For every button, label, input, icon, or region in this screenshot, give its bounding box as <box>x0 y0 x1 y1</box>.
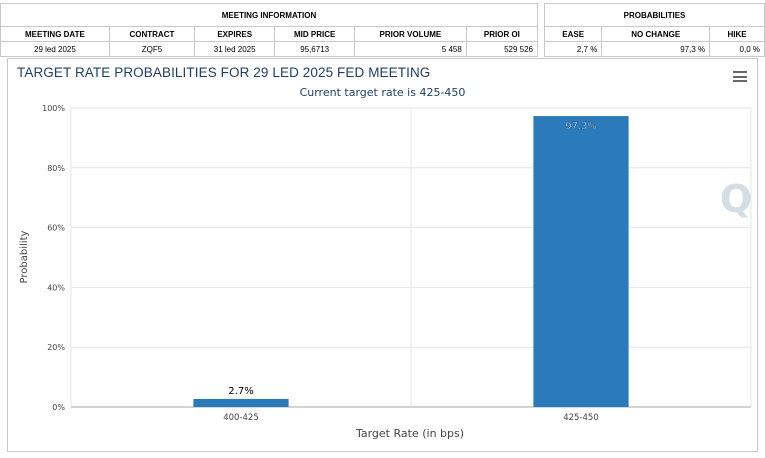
meeting-date-value: 29 led 2025 <box>0 41 110 57</box>
prior-volume-value: 5 458 <box>353 41 467 57</box>
x-tick-label: 400-425 <box>223 413 259 423</box>
bar-chart: 0% 20% 40% 60% 80% 100% 400-425 2.7% 425-450 97.3… <box>19 104 752 440</box>
col-prior-volume: PRIOR VOLUME <box>353 26 467 42</box>
probabilities-table: PROBABILITIES EASE NO CHANGE HIKE 2,7 % … <box>543 3 765 57</box>
col-meeting-date: MEETING DATE <box>0 26 110 42</box>
no-change-value: 97,3 % <box>601 41 711 57</box>
meeting-info-table: MEETING INFORMATION MEETING DATE CONTRAC… <box>0 3 539 57</box>
data-label: 2.7% <box>228 386 253 397</box>
ease-value: 2,7 % <box>543 41 603 57</box>
col-ease: EASE <box>543 26 603 42</box>
chart-panel: TARGET RATE PROBABILITIES FOR 29 LED 202… <box>7 58 758 452</box>
hike-value: 0,0 % <box>709 41 765 57</box>
y-tick-label: 20% <box>47 343 65 352</box>
chart-subtitle: Current target rate is 425-450 <box>299 86 466 99</box>
chart-title: TARGET RATE PROBABILITIES FOR 29 LED 202… <box>17 65 431 80</box>
col-contract: CONTRACT <box>108 26 196 42</box>
y-tick-label: 100% <box>42 104 65 113</box>
watermark-logo-icon: Q <box>720 177 753 221</box>
y-tick-label: 40% <box>47 283 65 292</box>
col-mid-price: MID PRICE <box>274 26 355 42</box>
y-tick-label: 80% <box>47 164 65 173</box>
y-axis-label: Probability <box>19 230 30 283</box>
contract-value: ZQF5 <box>108 41 196 57</box>
expires-value: 31 led 2025 <box>194 41 276 57</box>
col-hike: HIKE <box>709 26 765 42</box>
bar-425-450[interactable] <box>533 116 629 407</box>
hamburger-menu-icon[interactable] <box>733 71 747 82</box>
data-label: 97.3% <box>565 121 597 132</box>
col-prior-oi: PRIOR OI <box>465 26 539 42</box>
x-axis-label: Target Rate (in bps) <box>355 427 464 440</box>
bar-400-425[interactable] <box>193 398 289 407</box>
probabilities-header: PROBABILITIES <box>544 3 765 27</box>
x-tick-label: 425-450 <box>563 413 599 423</box>
meeting-info-header: MEETING INFORMATION <box>0 3 538 27</box>
col-expires: EXPIRES <box>194 26 276 42</box>
y-tick-label: 60% <box>47 224 65 233</box>
prior-oi-value: 529 526 <box>465 41 539 57</box>
col-no-change: NO CHANGE <box>601 26 711 42</box>
mid-price-value: 95,6713 <box>274 41 355 57</box>
y-tick-label: 0% <box>52 403 65 412</box>
